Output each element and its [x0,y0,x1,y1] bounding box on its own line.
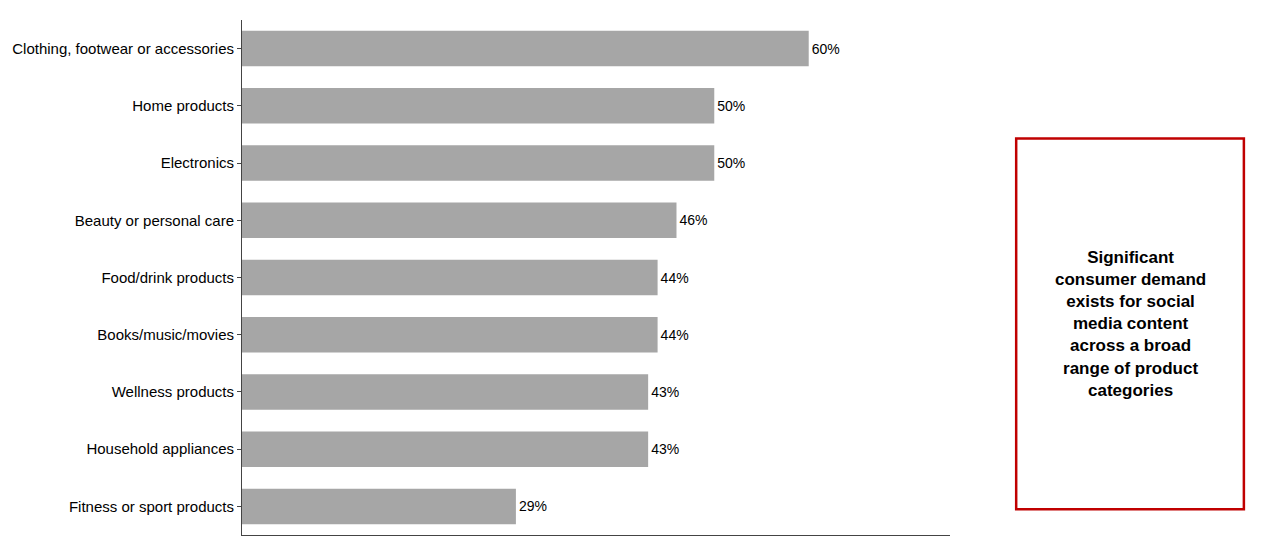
svg-text:Fitness or sport products: Fitness or sport products [69,498,234,515]
svg-text:Beauty or personal care: Beauty or personal care [75,212,234,229]
svg-text:Significantconsumer demandexis: Significantconsumer demandexists for soc… [1055,248,1206,400]
svg-text:43%: 43% [651,441,679,457]
svg-text:29%: 29% [519,498,547,514]
svg-text:Electronics: Electronics [161,154,234,171]
svg-text:60%: 60% [812,41,840,57]
svg-text:44%: 44% [661,270,689,286]
svg-text:50%: 50% [717,98,745,114]
svg-text:Food/drink products: Food/drink products [101,269,234,286]
svg-text:Books/music/movies: Books/music/movies [97,326,234,343]
svg-text:Home products: Home products [132,97,234,114]
svg-text:Wellness products: Wellness products [112,383,234,400]
svg-text:46%: 46% [679,212,707,228]
svg-text:44%: 44% [661,327,689,343]
svg-text:50%: 50% [717,155,745,171]
svg-text:43%: 43% [651,384,679,400]
svg-text:Clothing, footwear or accessor: Clothing, footwear or accessories [12,40,234,57]
svg-text:Household appliances: Household appliances [86,440,234,457]
